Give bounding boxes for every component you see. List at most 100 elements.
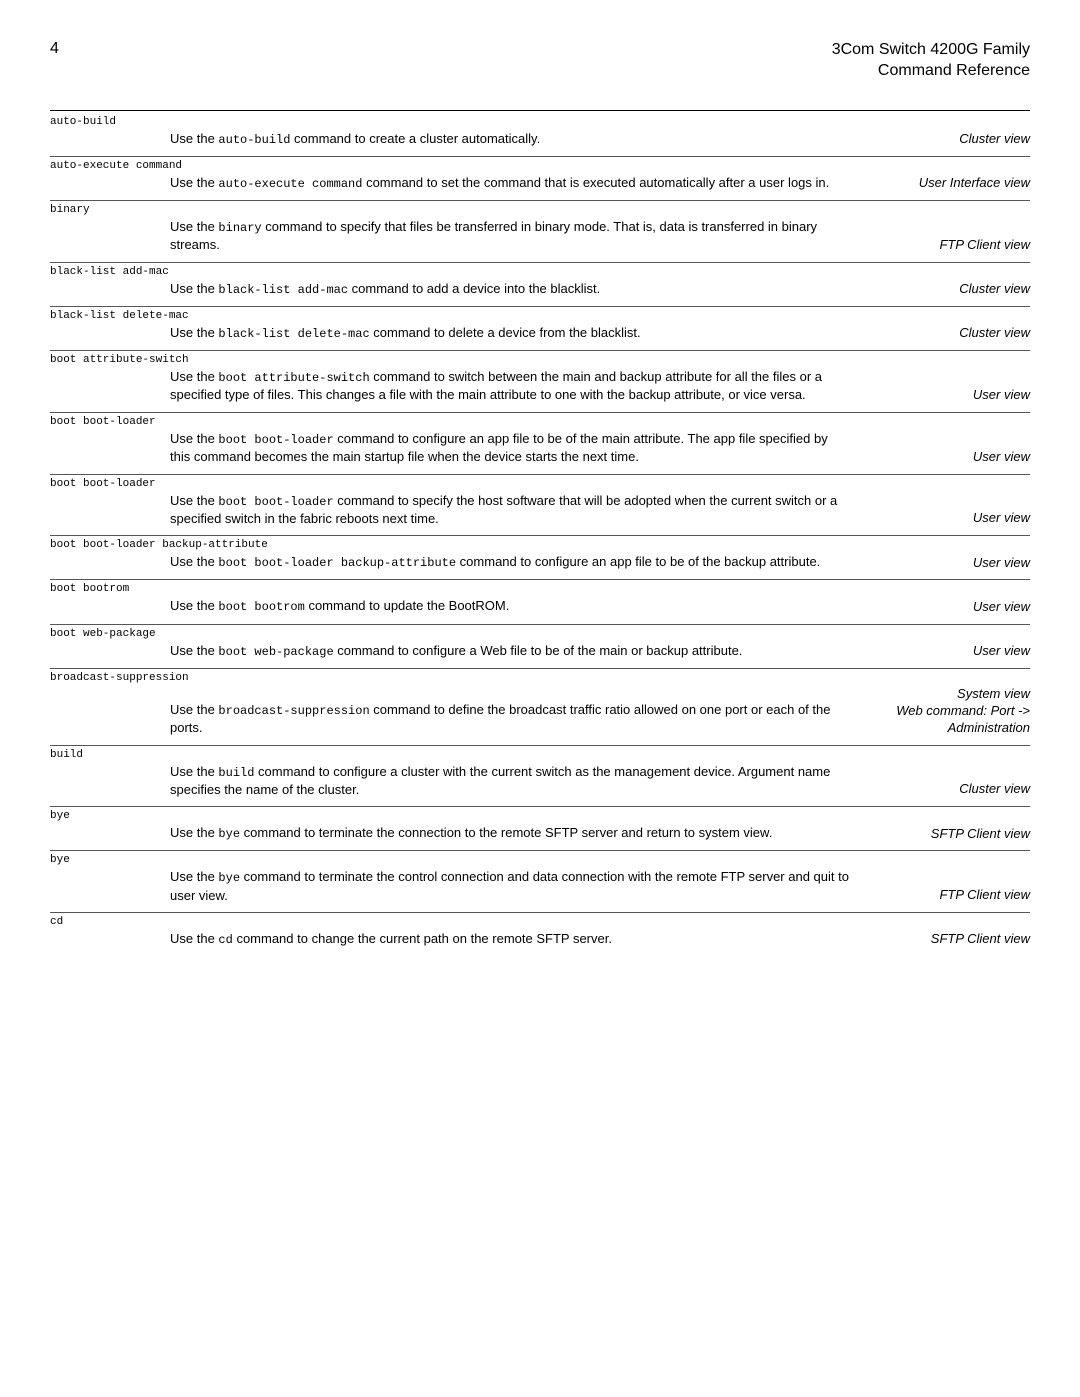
desc-code: bye xyxy=(218,827,240,841)
command-view: Cluster view xyxy=(850,325,1030,342)
entry-body: Use the bye command to terminate the con… xyxy=(50,824,1030,842)
command-entry: auto-buildUse the auto-build command to … xyxy=(50,113,1030,154)
desc-code: auto-build xyxy=(218,133,290,147)
entry-body: Use the boot bootrom command to update t… xyxy=(50,597,1030,615)
command-description: Use the black-list delete-mac command to… xyxy=(170,324,850,342)
desc-suffix: command to configure a Web file to be of… xyxy=(334,643,743,658)
desc-prefix: Use the xyxy=(170,431,218,446)
command-name: boot boot-loader backup-attribute xyxy=(50,539,1030,551)
command-entry: boot attribute-switchUse the boot attrib… xyxy=(50,350,1030,410)
desc-prefix: Use the xyxy=(170,131,218,146)
command-description: Use the broadcast-suppression command to… xyxy=(170,701,850,737)
desc-prefix: Use the xyxy=(170,554,218,569)
desc-prefix: Use the xyxy=(170,598,218,613)
command-name: auto-execute command xyxy=(50,160,1030,172)
desc-prefix: Use the xyxy=(170,369,218,384)
command-entry: byeUse the bye command to terminate the … xyxy=(50,850,1030,910)
command-name: bye xyxy=(50,810,1030,822)
desc-code: boot boot-loader backup-attribute xyxy=(218,556,456,570)
entry-body: Use the bye command to terminate the con… xyxy=(50,868,1030,904)
page-number: 4 xyxy=(50,40,59,58)
desc-code: bye xyxy=(218,871,240,885)
header-line-2: Command Reference xyxy=(832,61,1030,82)
desc-code: auto-execute command xyxy=(218,177,362,191)
entry-body: Use the boot boot-loader command to spec… xyxy=(50,492,1030,528)
desc-code: boot bootrom xyxy=(218,600,304,614)
command-entry: boot bootromUse the boot bootrom command… xyxy=(50,579,1030,621)
command-view: System viewWeb command: Port -> Administ… xyxy=(850,686,1030,737)
command-entry: binary Use the binary command to specify … xyxy=(50,200,1030,260)
command-entry: boot boot-loader Use the boot boot-loader… xyxy=(50,412,1030,472)
view-line: User view xyxy=(860,449,1030,466)
command-name: boot bootrom xyxy=(50,583,1030,595)
desc-prefix: Use the xyxy=(170,869,218,884)
command-entry: boot boot-loaderUse the boot boot-loader… xyxy=(50,474,1030,534)
desc-suffix: command to change the current path on th… xyxy=(233,931,612,946)
view-line: Web command: Port -> Administration xyxy=(860,703,1030,737)
command-description: Use the boot attribute-switch command to… xyxy=(170,368,850,404)
view-line: Cluster view xyxy=(860,131,1030,148)
desc-code: black-list add-mac xyxy=(218,283,348,297)
entry-body: Use the boot web-package command to conf… xyxy=(50,642,1030,660)
command-name: bye xyxy=(50,854,1030,866)
desc-prefix: Use the xyxy=(170,219,218,234)
view-line: User view xyxy=(860,555,1030,572)
view-line: FTP Client view xyxy=(860,887,1030,904)
command-name: boot attribute-switch xyxy=(50,354,1030,366)
command-name: build xyxy=(50,749,1030,761)
desc-suffix: command to add a device into the blackli… xyxy=(348,281,600,296)
entry-body: Use the cd command to change the current… xyxy=(50,930,1030,948)
entry-body: Use the boot boot-loader backup-attribut… xyxy=(50,553,1030,571)
desc-code: build xyxy=(218,766,254,780)
command-entry: boot boot-loader backup-attributeUse the… xyxy=(50,535,1030,577)
command-entry: auto-execute commandUse the auto-execute… xyxy=(50,156,1030,198)
command-description: Use the binary command to specify that f… xyxy=(170,218,850,254)
command-view: Cluster view xyxy=(850,131,1030,148)
command-description: Use the auto-execute command command to … xyxy=(170,174,850,192)
command-view: Cluster view xyxy=(850,781,1030,798)
command-view: Cluster view xyxy=(850,281,1030,298)
command-name: boot web-package xyxy=(50,628,1030,640)
command-view: SFTP Client view xyxy=(850,826,1030,843)
desc-prefix: Use the xyxy=(170,493,218,508)
command-view: FTP Client view xyxy=(850,237,1030,254)
desc-code: boot boot-loader xyxy=(218,495,333,509)
desc-suffix: command to update the BootROM. xyxy=(305,598,510,613)
desc-suffix: command to terminate the connection to t… xyxy=(240,825,772,840)
desc-code: boot attribute-switch xyxy=(218,371,369,385)
command-name: binary xyxy=(50,204,1030,216)
view-line: FTP Client view xyxy=(860,237,1030,254)
command-entry: broadcast-suppressionUse the broadcast-s… xyxy=(50,668,1030,743)
command-view: User Interface view xyxy=(850,175,1030,192)
command-view: FTP Client view xyxy=(850,887,1030,904)
command-name: cd xyxy=(50,916,1030,928)
command-view: SFTP Client view xyxy=(850,931,1030,948)
entry-body: Use the auto-execute command command to … xyxy=(50,174,1030,192)
command-view: User view xyxy=(850,387,1030,404)
desc-prefix: Use the xyxy=(170,175,218,190)
entry-body: Use the black-list delete-mac command to… xyxy=(50,324,1030,342)
desc-prefix: Use the xyxy=(170,702,218,717)
command-entry: black-list add-macUse the black-list add… xyxy=(50,262,1030,304)
header-title: 3Com Switch 4200G Family Command Referen… xyxy=(832,40,1030,82)
command-entry: black-list delete-macUse the black-list … xyxy=(50,306,1030,348)
view-line: User view xyxy=(860,599,1030,616)
desc-prefix: Use the xyxy=(170,281,218,296)
command-description: Use the auto-build command to create a c… xyxy=(170,130,850,148)
command-description: Use the boot web-package command to conf… xyxy=(170,642,850,660)
command-view: User view xyxy=(850,599,1030,616)
command-description: Use the boot boot-loader command to conf… xyxy=(170,430,850,466)
view-line: SFTP Client view xyxy=(860,826,1030,843)
view-line: SFTP Client view xyxy=(860,931,1030,948)
entry-body: Use the build command to configure a clu… xyxy=(50,763,1030,799)
command-description: Use the black-list add-mac command to ad… xyxy=(170,280,850,298)
view-line: Cluster view xyxy=(860,281,1030,298)
desc-prefix: Use the xyxy=(170,325,218,340)
command-entry: cd Use the cd command to change the curre… xyxy=(50,912,1030,954)
command-name: boot boot-loader xyxy=(50,478,1030,490)
command-name: boot boot-loader xyxy=(50,416,1030,428)
view-line: System view xyxy=(860,686,1030,703)
command-description: Use the cd command to change the current… xyxy=(170,930,850,948)
entry-body: Use the boot attribute-switch command to… xyxy=(50,368,1030,404)
view-line: Cluster view xyxy=(860,781,1030,798)
